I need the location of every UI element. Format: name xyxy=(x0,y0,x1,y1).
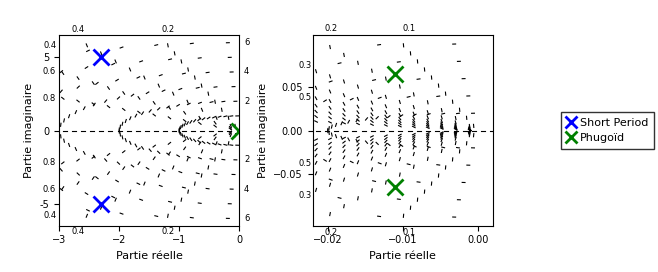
Text: 0.6: 0.6 xyxy=(43,185,56,194)
Text: 4: 4 xyxy=(244,185,249,194)
Text: 0.3: 0.3 xyxy=(298,191,311,200)
Y-axis label: Partie imaginaire: Partie imaginaire xyxy=(24,83,34,178)
Text: 0.4: 0.4 xyxy=(71,227,84,236)
Text: 0.1: 0.1 xyxy=(403,24,416,33)
Text: 2: 2 xyxy=(244,97,249,106)
Text: 0.8: 0.8 xyxy=(43,158,56,167)
Text: 0.5: 0.5 xyxy=(298,93,311,102)
Text: 0.4: 0.4 xyxy=(43,41,56,50)
Text: 0.4: 0.4 xyxy=(43,211,56,220)
Text: 0.2: 0.2 xyxy=(161,227,174,236)
Text: 0.5: 0.5 xyxy=(298,159,311,168)
Text: 0.2: 0.2 xyxy=(161,25,174,34)
Text: 0.2: 0.2 xyxy=(324,24,337,33)
Text: 6: 6 xyxy=(244,38,249,47)
X-axis label: Partie réelle: Partie réelle xyxy=(116,251,183,261)
Text: 4: 4 xyxy=(244,67,249,76)
Legend: Short Period, Phugoïd: Short Period, Phugoïd xyxy=(561,112,653,149)
Text: 2: 2 xyxy=(244,155,249,164)
Text: 0.4: 0.4 xyxy=(71,25,84,34)
X-axis label: Partie réelle: Partie réelle xyxy=(369,251,436,261)
Text: 0.8: 0.8 xyxy=(43,94,56,103)
Y-axis label: Partie imaginaire: Partie imaginaire xyxy=(258,83,268,178)
Text: 6: 6 xyxy=(244,214,249,223)
Text: 0.1: 0.1 xyxy=(403,228,416,237)
Text: 0.3: 0.3 xyxy=(298,61,311,70)
Text: 0.6: 0.6 xyxy=(43,67,56,76)
Text: 0.2: 0.2 xyxy=(324,228,337,237)
